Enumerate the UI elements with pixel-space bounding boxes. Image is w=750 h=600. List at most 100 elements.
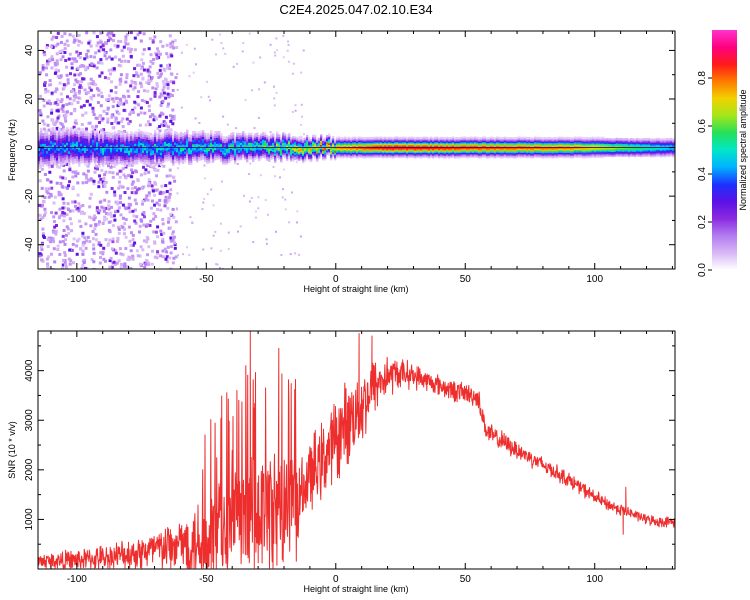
- spectrogram-band-cell: [166, 136, 169, 140]
- spectrogram-noise-cell: [67, 184, 71, 188]
- spectrogram-noise-cell: [77, 237, 81, 241]
- spectrogram-band-cell: [278, 155, 281, 158]
- spectrogram-band-cell: [408, 153, 411, 156]
- spectrogram-noise-cell: [77, 96, 81, 100]
- spectrogram-band-cell: [418, 144, 421, 147]
- spectrogram-band-cell: [280, 156, 283, 159]
- spectrogram-band-cell: [298, 146, 301, 149]
- spectrogram-band-cell: [38, 152, 41, 156]
- spectrogram-noise-cell: [63, 259, 67, 262]
- spectrogram-noise-cell: [121, 167, 125, 171]
- spectrogram-band-cell: [176, 140, 179, 144]
- spectrogram-band-cell: [216, 133, 219, 136]
- spectrogram-band-cell: [46, 155, 49, 159]
- spectrogram-band-cell: [420, 142, 423, 145]
- spectrogram-band-cell: [446, 147, 449, 149]
- spectrogram-noise-cell: [98, 209, 102, 213]
- spectrogram-band-cell: [42, 158, 45, 162]
- spectrogram-band-cell: [486, 155, 489, 158]
- spectrogram-band-cell: [80, 143, 83, 147]
- spectrogram-band-cell: [214, 149, 217, 153]
- spectrogram-band-cell: [80, 153, 83, 157]
- spectrogram-band-cell: [100, 143, 103, 147]
- spectrogram-band-cell: [312, 151, 315, 154]
- spectrogram-band-cell: [212, 135, 215, 139]
- spectrogram-band-cell: [140, 156, 143, 159]
- spectrogram-band-cell: [128, 143, 131, 146]
- spectrogram-band-cell: [464, 144, 467, 147]
- spectrogram-band-cell: [380, 153, 383, 156]
- spectrogram-band-cell: [274, 148, 277, 151]
- spectrogram-band-cell: [154, 150, 157, 153]
- spectrogram-noise-cell: [44, 187, 48, 191]
- spectrogram-band-cell: [474, 155, 477, 158]
- spectrogram-noise-cell: [146, 120, 150, 124]
- spectrogram-band-cell: [354, 154, 357, 157]
- spectrogram-band-cell: [328, 142, 331, 145]
- spectrogram-band-cell: [288, 139, 291, 143]
- spectrogram-band-cell: [350, 142, 353, 145]
- spectrogram-band-cell: [140, 158, 143, 162]
- spectrogram-band-cell: [352, 141, 355, 144]
- spectrogram-band-cell: [80, 150, 83, 154]
- spectrogram-band-cell: [358, 152, 361, 154]
- spectrogram-band-cell: [108, 134, 111, 137]
- spectrogram-band-cell: [142, 152, 145, 156]
- spectrogram-band-cell: [264, 138, 267, 141]
- spectrogram-band-cell: [256, 156, 259, 160]
- spectrogram-band-cell: [222, 142, 225, 145]
- spectrogram-band-cell: [390, 138, 393, 141]
- spectrogram-band-cell: [362, 156, 365, 159]
- spectrogram-band-cell: [436, 137, 439, 140]
- spectrogram-noise-cell: [164, 257, 168, 261]
- spectrogram-noise-cell: [77, 39, 81, 43]
- spectrogram-band-cell: [444, 137, 447, 140]
- spectrogram-noise-cell: [107, 207, 111, 211]
- spectrogram-band-cell: [250, 155, 253, 158]
- spectrogram-noise-cell: [51, 58, 55, 62]
- spectrogram-band-cell: [378, 142, 381, 144]
- spectrogram-noise-cell: [291, 111, 294, 113]
- spectrogram-band-cell: [430, 140, 433, 143]
- spectrogram-noise-cell: [114, 91, 118, 94]
- spectrogram-band-cell: [440, 136, 443, 139]
- spectrogram-noise-cell: [43, 213, 47, 217]
- spectrogram-noise-cell: [106, 106, 110, 110]
- spectrogram-band-cell: [462, 148, 465, 151]
- spectrogram-band-cell: [246, 141, 249, 144]
- spectrogram-band-cell: [410, 136, 413, 139]
- spectrogram-band-cell: [172, 163, 175, 166]
- spectrogram-band-cell: [238, 133, 241, 136]
- spectrogram-band-cell: [402, 153, 405, 156]
- spectrogram-band-cell: [172, 150, 175, 153]
- spectrogram-noise-cell: [100, 205, 104, 209]
- spectrogram-band-cell: [498, 147, 501, 150]
- spectrogram-band-cell: [118, 132, 121, 136]
- spectrogram-noise-cell: [129, 84, 133, 88]
- spectrogram-noise-cell: [134, 191, 138, 195]
- spectrogram-noise-cell: [83, 57, 87, 61]
- spectrogram-band-cell: [480, 155, 483, 158]
- spectrogram-band-cell: [72, 143, 75, 147]
- spectrogram-noise-cell: [114, 210, 117, 214]
- spectrogram-band-cell: [454, 151, 457, 154]
- spectrogram-band-cell: [288, 156, 291, 160]
- spectrogram-noise-cell: [101, 117, 105, 121]
- spectrogram-noise-cell: [149, 60, 153, 64]
- spectrogram-band-cell: [370, 144, 373, 147]
- spectrogram-noise-cell: [71, 57, 75, 61]
- spectrogram-noise-cell: [244, 98, 247, 101]
- spectrogram-band-cell: [498, 152, 501, 155]
- spectrogram-band-cell: [240, 153, 243, 157]
- spectrogram-band-cell: [442, 156, 445, 159]
- spectrogram-band-cell: [400, 144, 403, 147]
- spectrogram-noise-cell: [251, 89, 254, 92]
- spectrogram-band-cell: [128, 136, 131, 139]
- spectrogram-band-cell: [478, 156, 481, 159]
- spectrogram-noise-cell: [39, 217, 43, 221]
- spectrogram-noise-cell: [121, 203, 125, 207]
- spectrogram-band-cell: [334, 144, 337, 147]
- spectrogram-band-cell: [340, 139, 343, 142]
- spectrogram-band-cell: [222, 150, 225, 153]
